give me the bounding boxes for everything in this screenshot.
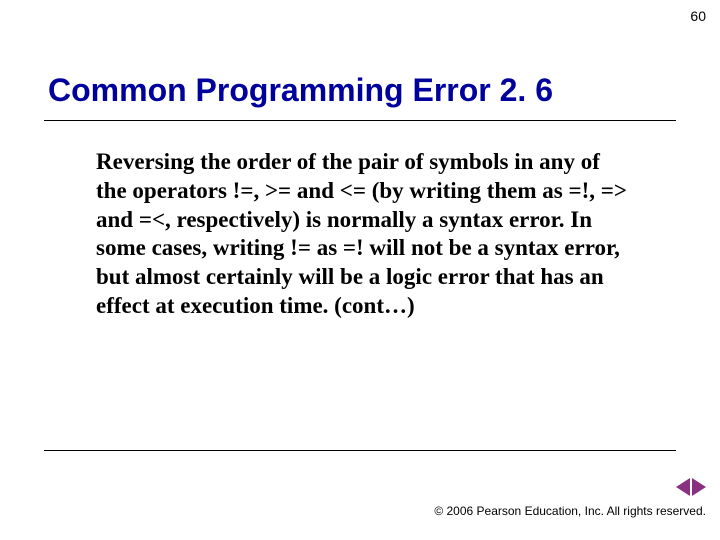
next-arrow-icon[interactable] — [692, 478, 706, 496]
nav-arrows — [676, 478, 706, 496]
copyright-footer: © 2006 Pearson Education, Inc. All right… — [434, 504, 706, 518]
prev-arrow-icon[interactable] — [676, 478, 690, 496]
divider-bottom — [44, 450, 676, 451]
slide-body: Reversing the order of the pair of symbo… — [96, 148, 636, 321]
slide-title: Common Programming Error 2. 6 — [48, 72, 553, 109]
divider-top — [44, 120, 676, 121]
page-number: 60 — [690, 8, 706, 24]
